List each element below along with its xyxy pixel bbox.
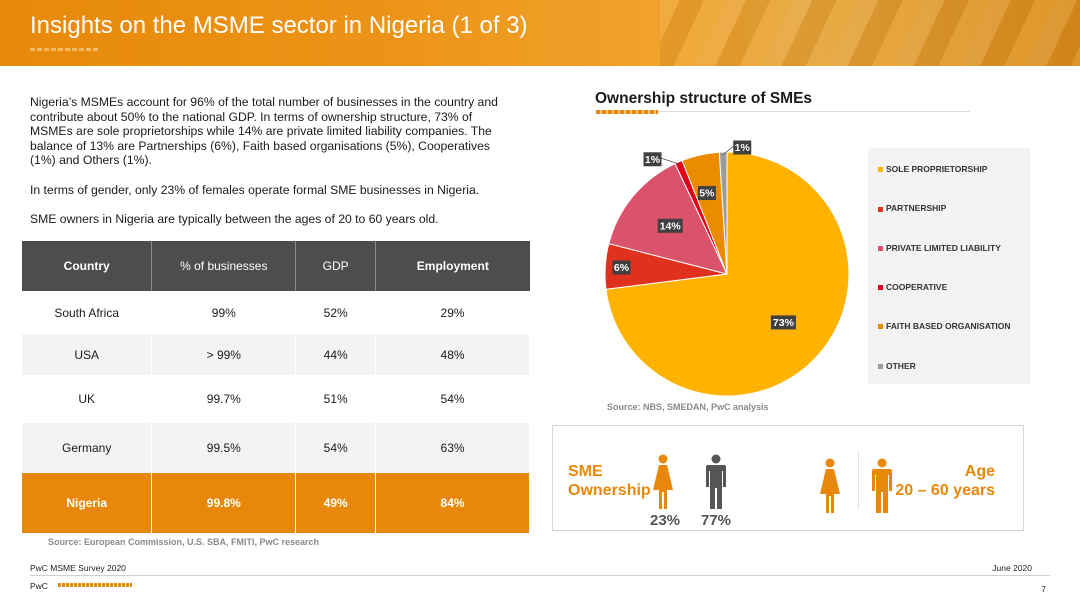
svg-text:1%: 1%	[735, 142, 751, 154]
legend-item: OTHER	[878, 361, 916, 371]
cell-country: UK	[22, 375, 153, 423]
cell-country: USA	[22, 334, 153, 375]
footer-brand-bars	[58, 583, 132, 587]
legend-swatch	[878, 167, 883, 173]
intro-text: Nigeria’s MSMEs account for 96% of the t…	[30, 95, 510, 241]
legend-label: COOPERATIVE	[886, 281, 948, 292]
cell-businesses: > 99%	[151, 334, 297, 375]
cell-gdp: 44%	[295, 334, 377, 375]
table-row: South Africa 99% 52% 29%	[22, 291, 530, 334]
chart-title-accent	[596, 110, 658, 114]
svg-text:6%: 6%	[614, 262, 630, 274]
header-banner: Insights on the MSME sector in Nigeria (…	[0, 0, 1080, 66]
cell-businesses: 99.8%	[151, 473, 297, 533]
table-row: UK 99.7% 51% 54%	[22, 375, 530, 423]
cell-gdp: 51%	[295, 375, 377, 423]
cell-country: Nigeria	[22, 473, 153, 533]
cell-employment: 29%	[375, 291, 530, 334]
chart-title-rule	[595, 111, 970, 112]
header-gdp: GDP	[295, 241, 377, 291]
cell-gdp: 49%	[295, 473, 377, 533]
header-employment: Employment	[375, 241, 530, 291]
age-range-label: Age 20 – 60 years	[895, 462, 995, 500]
sme-label-line-1: SME	[568, 463, 603, 480]
footer-rule	[30, 575, 1050, 576]
legend-label: SOLE PROPRIETORSHIP	[886, 164, 988, 174]
pie-leader-line	[722, 146, 734, 155]
legend-label: OTHER	[886, 360, 916, 371]
legend-item: COOPERATIVE	[878, 282, 947, 292]
legend-item: FAITH BASED ORGANISATION	[878, 321, 1011, 331]
legend-item: SOLE PROPRIETORSHIP	[878, 164, 987, 174]
header-country: Country	[22, 241, 153, 291]
pie-data-label: 73%	[770, 315, 796, 330]
banner-subtitle-decoration	[30, 48, 100, 51]
pie-data-label: 1%	[643, 152, 662, 167]
male-icon	[706, 454, 726, 509]
country-comparison-table: Country % of businesses GDP Employment S…	[22, 241, 530, 533]
page-title: Insights on the MSME sector in Nigeria (…	[30, 12, 528, 39]
svg-text:1%: 1%	[645, 154, 661, 166]
male-percentage: 77%	[701, 512, 732, 529]
pie-leader-line	[661, 157, 680, 165]
footer-date: June 2020	[992, 563, 1032, 573]
svg-text:5%: 5%	[699, 188, 715, 200]
age-label-line-2: 20 – 60 years	[895, 482, 995, 499]
sme-ownership-label: SME Ownership	[568, 462, 651, 500]
cell-businesses: 99.5%	[151, 423, 297, 473]
table-header-row: Country % of businesses GDP Employment	[22, 241, 530, 291]
pie-data-label: 14%	[657, 218, 683, 233]
cell-businesses: 99%	[151, 291, 297, 334]
intro-paragraph-2: In terms of gender, only 23% of females …	[30, 182, 480, 197]
legend-swatch	[878, 245, 883, 251]
male-age-icon	[872, 458, 892, 513]
cell-businesses: 99.7%	[151, 375, 297, 423]
table-source: Source: European Commission, U.S. SBA, F…	[48, 537, 320, 547]
table-row: Germany 99.5% 54% 63%	[22, 423, 530, 473]
banner-decoration	[660, 0, 1080, 66]
cell-employment: 84%	[375, 473, 530, 533]
footer-survey-name: PwC MSME Survey 2020	[30, 563, 126, 573]
cell-country: Germany	[22, 423, 153, 473]
chart-legend: SOLE PROPRIETORSHIP PARTNERSHIP PRIVATE LI…	[868, 148, 1030, 384]
female-percentage: 23%	[650, 512, 681, 529]
sme-label-line-2: Ownership	[568, 482, 651, 499]
cell-gdp: 52%	[295, 291, 377, 334]
footer-brand: PwC	[30, 581, 48, 591]
legend-label: PRIVATE LIMITED LIABILITY	[886, 242, 1001, 253]
female-icon	[653, 454, 673, 509]
legend-swatch	[878, 206, 883, 212]
pie-data-label: 5%	[697, 186, 716, 201]
legend-swatch	[878, 363, 883, 369]
cell-country: South Africa	[22, 291, 153, 334]
stats-divider	[858, 452, 859, 510]
intro-paragraph-1: Nigeria’s MSMEs account for 96% of the t…	[30, 95, 498, 168]
table-row: USA > 99% 44% 48%	[22, 334, 530, 375]
cell-employment: 48%	[375, 334, 530, 375]
svg-text:14%: 14%	[660, 220, 682, 232]
header-businesses: % of businesses	[151, 241, 297, 291]
age-label-line-1: Age	[964, 463, 995, 480]
chart-source: Source: NBS, SMEDAN, PwC analysis	[607, 402, 769, 412]
legend-swatch	[878, 285, 883, 291]
svg-text:73%: 73%	[773, 317, 795, 329]
female-age-icon	[820, 458, 840, 513]
cell-employment: 63%	[375, 423, 530, 473]
legend-item: PARTNERSHIP	[878, 203, 946, 213]
cell-employment: 54%	[375, 375, 530, 423]
intro-paragraph-3: SME owners in Nigeria are typically betw…	[30, 211, 439, 226]
table-row-highlighted: Nigeria 99.8% 49% 84%	[22, 473, 530, 533]
legend-label: PARTNERSHIP	[886, 203, 947, 214]
stats-panel	[552, 425, 1024, 531]
ownership-pie-chart: 73% 6% 14% 1% 5% 1%	[604, 140, 850, 397]
legend-item: PRIVATE LIMITED LIABILITY	[878, 243, 1001, 253]
legend-swatch	[878, 324, 883, 330]
pie-data-label: 1%	[733, 140, 752, 155]
legend-label: FAITH BASED ORGANISATION	[886, 321, 1011, 332]
pie-data-label: 6%	[612, 260, 631, 275]
cell-gdp: 54%	[295, 423, 377, 473]
page-number: 7	[1041, 584, 1046, 594]
chart-title: Ownership structure of SMEs	[595, 90, 813, 107]
